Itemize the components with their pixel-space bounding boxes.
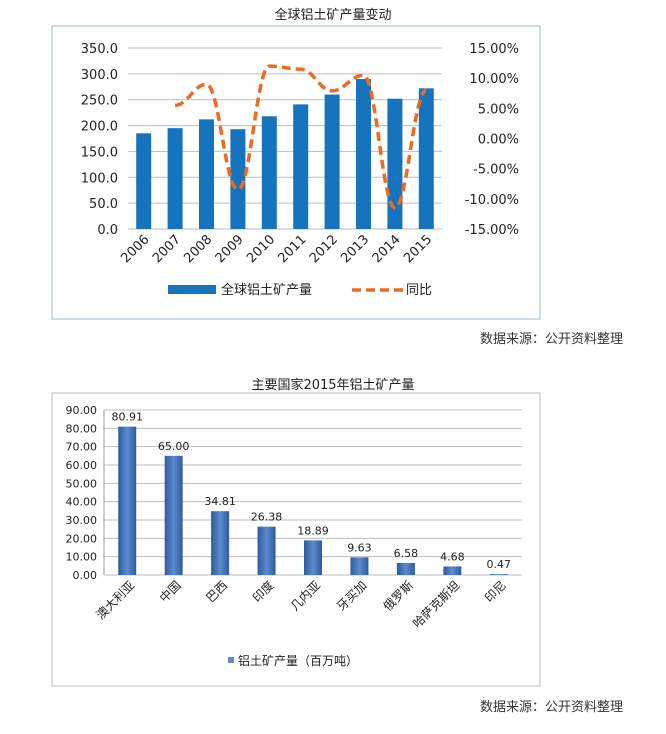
chart1-bar bbox=[356, 79, 371, 230]
chart1-legend-bar-label: 全球铝土矿产量 bbox=[221, 282, 312, 298]
chart2-title: 主要国家2015年铝土矿产量 bbox=[251, 378, 415, 393]
chart1-ytick-right: -10.00% bbox=[465, 193, 519, 208]
chart1-legend-line-label: 同比 bbox=[406, 283, 432, 298]
chart1-ytick-left: 50.0 bbox=[89, 197, 118, 212]
chart2-bar bbox=[211, 511, 230, 575]
chart2-legend-label: 铝土矿产量（百万吨） bbox=[238, 653, 358, 668]
chart2-bar bbox=[396, 562, 415, 575]
chart2-data-label: 6.58 bbox=[394, 547, 419, 560]
chart1-bar bbox=[230, 129, 246, 229]
chart2-ytick: 70.00 bbox=[66, 441, 98, 454]
chart1-ytick-right: -15.00% bbox=[465, 223, 519, 238]
chart2-data-label: 0.47 bbox=[487, 558, 512, 571]
chart2-bar bbox=[118, 426, 137, 575]
chart2-bar bbox=[489, 574, 508, 575]
chart2-bar bbox=[164, 455, 183, 575]
chart1-bar bbox=[261, 116, 277, 229]
chart1-ytick-right: 10.00% bbox=[469, 72, 519, 87]
chart2-data-label: 34.81 bbox=[204, 495, 236, 508]
chart1-yoy-line bbox=[174, 64, 429, 210]
chart1-bar bbox=[418, 88, 434, 229]
chart1-ytick-left: 300.0 bbox=[81, 68, 118, 83]
chart1-bar bbox=[293, 104, 309, 229]
chart2-bar bbox=[443, 566, 462, 575]
chart1-ytick-left: 250.0 bbox=[81, 94, 118, 109]
chart2-ytick: 90.00 bbox=[66, 404, 98, 417]
chart1-legend-bar-swatch bbox=[168, 285, 216, 294]
chart2-data-label: 9.63 bbox=[347, 541, 372, 554]
chart1-source: 数据来源：公开资料整理 bbox=[480, 332, 624, 347]
chart1-ytick-left: 150.0 bbox=[81, 145, 118, 160]
chart2-data-label: 18.89 bbox=[297, 524, 329, 537]
chart1-ytick-right: 0.00% bbox=[478, 133, 519, 148]
chart1-ytick-left: 100.0 bbox=[81, 171, 118, 186]
chart2-data-label: 80.91 bbox=[111, 411, 143, 424]
chart2-ytick: 30.00 bbox=[66, 514, 98, 527]
chart1-ytick-right: 15.00% bbox=[469, 42, 519, 57]
chart2-legend-swatch bbox=[228, 657, 234, 663]
chart2-bar bbox=[257, 526, 276, 575]
chart2-ytick: 60.00 bbox=[66, 459, 98, 472]
chart2-ytick: 40.00 bbox=[66, 496, 98, 509]
chart2-ytick: 50.00 bbox=[66, 477, 98, 490]
chart1-ytick-left: 0.0 bbox=[97, 223, 118, 238]
chart1-title: 全球铝土矿产量变动 bbox=[274, 8, 392, 23]
chart2-data-label: 65.00 bbox=[158, 440, 190, 453]
chart2-ytick: 0.00 bbox=[73, 569, 98, 582]
chart2-bar bbox=[350, 557, 369, 575]
chart2-data-label: 26.38 bbox=[251, 511, 283, 524]
chart2-bar bbox=[304, 540, 322, 575]
chart1-bar bbox=[199, 119, 214, 229]
chart1-ytick-right: -5.00% bbox=[473, 163, 519, 178]
chart2-source: 数据来源：公开资料整理 bbox=[480, 700, 624, 715]
chart2-ytick: 20.00 bbox=[66, 532, 98, 545]
chart1-bar bbox=[324, 94, 340, 230]
chart2-data-label: 4.68 bbox=[440, 550, 465, 563]
chart1-ytick-left: 200.0 bbox=[81, 120, 118, 135]
chart1-bar bbox=[136, 133, 152, 229]
chart1-bar bbox=[387, 98, 403, 230]
chart1-ytick-left: 350.0 bbox=[81, 42, 118, 57]
chart2-ytick: 80.00 bbox=[66, 422, 98, 435]
chart2-ytick: 10.00 bbox=[66, 551, 98, 564]
chart1-svg: 0.0 50.0 100.0 150.0 200.0 250.0 300.0 350.0 -15… bbox=[51, 25, 541, 320]
chart1-bar bbox=[167, 128, 183, 229]
chart1-ytick-right: 5.00% bbox=[478, 102, 519, 117]
